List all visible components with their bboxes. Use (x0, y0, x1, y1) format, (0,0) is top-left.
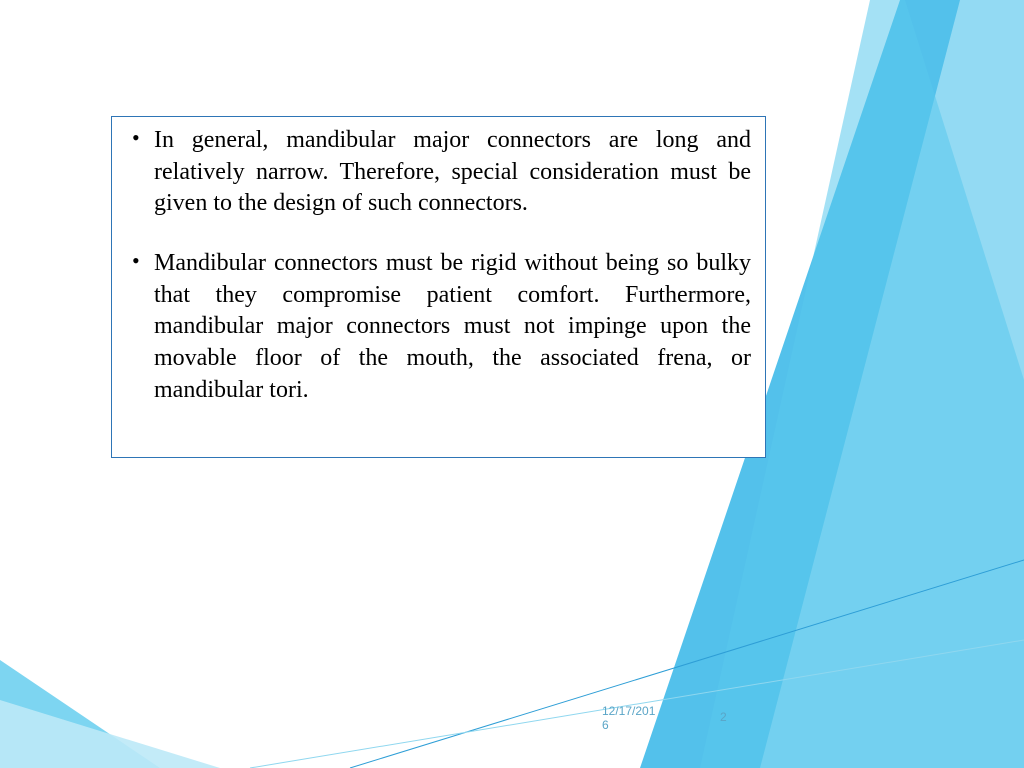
bullet-item: Mandibular connectors must be rigid with… (126, 248, 751, 406)
bullet-list: In general, mandibular major connectors … (112, 117, 765, 414)
bullet-item: In general, mandibular major connectors … (126, 125, 751, 220)
bullet-spacer (126, 220, 751, 248)
footer-page-number: 2 (720, 710, 727, 724)
content-text-box: In general, mandibular major connectors … (111, 116, 766, 458)
footer-date-line2: 6 (602, 718, 609, 732)
footer-date-line1: 12/17/201 (602, 704, 655, 718)
footer-date: 12/17/201 6 (602, 704, 655, 732)
